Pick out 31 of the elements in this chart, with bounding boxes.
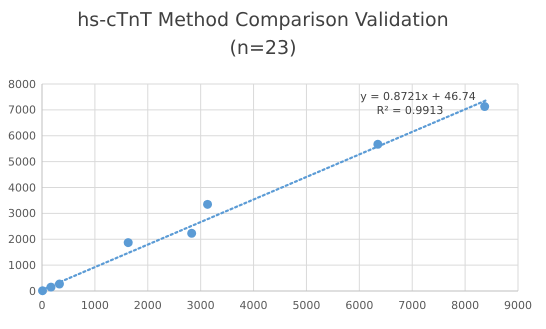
x-tick-label: 8000 [451, 299, 480, 312]
point [373, 140, 382, 149]
x-tick-label: 7000 [398, 299, 426, 312]
y-tick-label: 1000 [8, 258, 36, 272]
annotation: y = 0.8721x + 46.74 [360, 90, 476, 103]
x-tick-label: 4000 [240, 299, 268, 312]
annotation: R² = 0.9913 [376, 104, 444, 117]
point [480, 102, 490, 112]
x-tick-label: 3000 [186, 299, 215, 312]
y-tick-label: 4000 [8, 181, 36, 194]
y-tick-label: 8000 [8, 78, 36, 91]
x-tick-label: 2000 [134, 299, 162, 312]
y-tick-label: 3000 [8, 207, 36, 220]
point [54, 280, 64, 289]
point [38, 286, 48, 296]
point [46, 282, 56, 292]
x-tick-label: 0 [38, 299, 46, 312]
chart-subtitle: (n=23) [230, 37, 296, 59]
x-tick-label: 5000 [292, 299, 320, 312]
y-tick-label: 0 [29, 284, 36, 298]
x-tick-label: 9000 [504, 299, 532, 312]
point [203, 200, 212, 209]
point [124, 238, 133, 248]
y-tick-label: 5000 [8, 155, 36, 168]
point [187, 228, 196, 238]
chart-title: hs-cTnT Method Comparison Validation [77, 9, 449, 31]
y-tick-label: 6000 [8, 130, 36, 143]
x-tick-label: 6000 [345, 299, 374, 312]
y-tick-label: 2000 [8, 233, 36, 246]
x-tick-label: 1000 [80, 299, 109, 312]
y-tick-label: 7000 [8, 104, 36, 117]
